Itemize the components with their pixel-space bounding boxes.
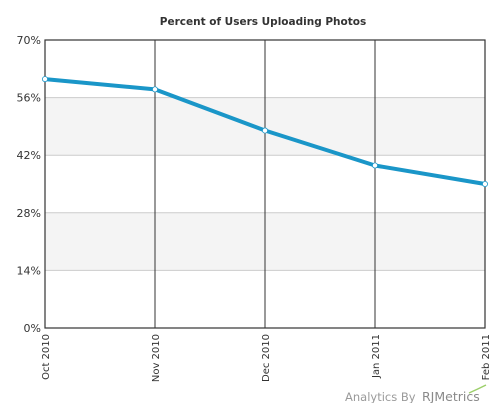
x-tick-marks bbox=[44, 40, 486, 328]
footer-credit: Analytics By RJMetrics bbox=[345, 384, 487, 403]
data-point bbox=[151, 86, 158, 93]
y-tick-label: 42% bbox=[17, 149, 41, 162]
x-tick-label: Jan 2011 bbox=[371, 334, 382, 379]
x-tick-label: Oct 2010 bbox=[41, 334, 52, 380]
y-tick-label: 56% bbox=[17, 92, 41, 105]
data-point bbox=[371, 162, 378, 169]
y-tick-label: 70% bbox=[17, 34, 41, 47]
y-tick-label: 28% bbox=[17, 207, 41, 220]
x-axis-labels: Oct 2010 Nov 2010 Dec 2010 Jan 2011 Feb 2011 bbox=[41, 334, 492, 382]
chart-title: Percent of Users Uploading Photos bbox=[160, 16, 366, 28]
y-tick-label: 14% bbox=[17, 264, 41, 277]
data-point bbox=[42, 76, 49, 83]
y-tick-label: 0% bbox=[24, 322, 41, 335]
data-point bbox=[481, 180, 488, 187]
x-tick-label: Nov 2010 bbox=[151, 334, 162, 382]
logo-swoosh-icon bbox=[468, 384, 487, 394]
data-point bbox=[261, 127, 268, 134]
series-line-group bbox=[42, 76, 488, 187]
y-axis-labels: 0% 14% 28% 42% 56% 70% bbox=[17, 34, 41, 335]
credit-text: Analytics By bbox=[345, 390, 416, 403]
x-tick-label: Feb 2011 bbox=[481, 334, 492, 380]
brand-logo-text: RJMetrics bbox=[422, 389, 480, 403]
x-tick-label: Dec 2010 bbox=[261, 334, 272, 382]
